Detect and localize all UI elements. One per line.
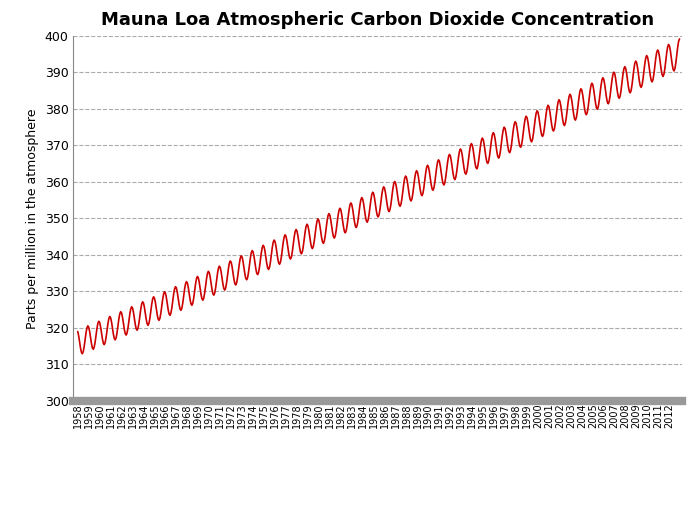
Y-axis label: Parts per million in the atmosphere: Parts per million in the atmosphere	[26, 108, 39, 328]
Title: Mauna Loa Atmospheric Carbon Dioxide Concentration: Mauna Loa Atmospheric Carbon Dioxide Con…	[101, 11, 654, 29]
